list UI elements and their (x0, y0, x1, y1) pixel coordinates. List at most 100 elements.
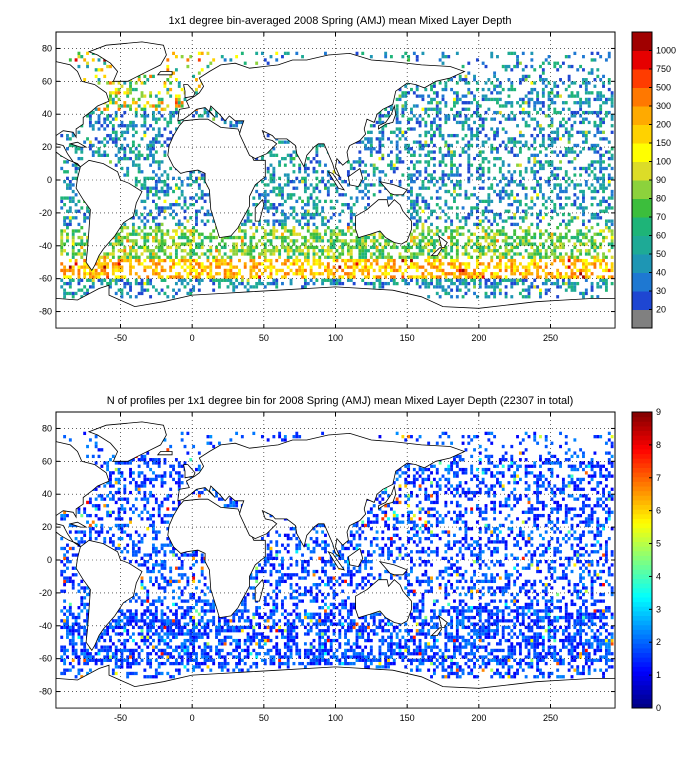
data-cell (249, 272, 253, 276)
data-cell (60, 229, 64, 233)
data-cell (587, 229, 591, 233)
data-cell (504, 255, 508, 259)
data-cell (137, 153, 141, 157)
data-cell (292, 272, 296, 276)
data-cell (527, 288, 531, 292)
data-cell (361, 255, 365, 259)
data-cell (163, 661, 167, 666)
data-cell (604, 262, 608, 266)
data-cell (361, 242, 365, 246)
data-cell (496, 668, 499, 672)
data-cell (109, 160, 112, 164)
data-cell (372, 658, 376, 662)
data-cell (154, 150, 158, 154)
data-cell (533, 107, 537, 111)
data-cell (372, 275, 376, 279)
data-cell (303, 235, 307, 240)
data-cell (77, 55, 81, 59)
data-cell (453, 173, 456, 177)
data-cell (475, 170, 479, 174)
data-cell (74, 229, 78, 233)
data-cell (550, 163, 554, 167)
data-cell (86, 288, 89, 292)
data-cell (74, 258, 78, 263)
data-cell (610, 189, 614, 194)
data-cell (590, 203, 594, 207)
data-cell (120, 258, 124, 263)
data-cell (444, 675, 448, 679)
data-cell (541, 127, 545, 131)
data-cell (593, 212, 597, 217)
data-cell (77, 275, 81, 279)
data-cell (450, 661, 454, 666)
data-cell (533, 117, 537, 121)
data-cell (473, 278, 476, 282)
data-cell (123, 173, 127, 177)
data-cell (152, 239, 155, 243)
data-cell (610, 242, 614, 246)
data-cell (68, 281, 72, 286)
data-cell (461, 120, 465, 125)
data-cell (481, 61, 485, 65)
data-cell (524, 120, 528, 125)
data-cell (163, 127, 167, 131)
data-cell (60, 285, 64, 289)
data-cell (455, 239, 459, 243)
data-cell (576, 249, 580, 253)
data-cell (473, 222, 476, 227)
data-cell (97, 114, 101, 118)
data-cell (252, 249, 256, 253)
data-cell (507, 78, 511, 82)
data-cell (590, 183, 594, 187)
data-cell (346, 245, 350, 250)
data-cell (518, 291, 522, 296)
data-cell (475, 275, 479, 279)
data-cell (510, 150, 514, 154)
data-cell (60, 196, 64, 200)
data-cell (484, 229, 488, 233)
data-cell (418, 239, 422, 243)
data-cell (430, 101, 433, 105)
data-cell (404, 268, 408, 273)
data-cell (160, 242, 164, 246)
data-cell (318, 658, 322, 662)
data-cell (415, 176, 419, 180)
data-cell (427, 163, 431, 167)
data-cell (582, 120, 585, 125)
data-cell (447, 153, 451, 157)
data-cell (521, 235, 525, 240)
data-cell (602, 671, 605, 676)
data-cell (539, 212, 542, 217)
data-cell (303, 275, 307, 279)
data-cell (183, 249, 187, 253)
data-cell (83, 661, 87, 666)
data-cell (77, 288, 81, 292)
data-cell (441, 661, 445, 666)
data-cell (567, 278, 571, 282)
data-cell (561, 219, 565, 223)
data-cell (149, 163, 153, 167)
data-cell (66, 222, 69, 227)
data-cell (318, 265, 322, 269)
data-cell (326, 262, 330, 266)
data-cell (387, 137, 390, 141)
data-cell (154, 262, 158, 266)
data-cell (252, 275, 256, 279)
data-cell (283, 226, 287, 230)
data-cell (209, 658, 213, 662)
data-cell (490, 183, 494, 187)
data-cell (410, 186, 413, 190)
data-cell (306, 281, 310, 286)
data-cell (496, 262, 499, 266)
data-cell (149, 278, 153, 282)
data-cell (301, 206, 304, 210)
data-cell (352, 222, 356, 227)
data-cell (152, 216, 155, 220)
data-cell (493, 272, 497, 276)
data-cell (117, 249, 121, 253)
data-cell (450, 232, 454, 236)
data-cell (114, 658, 118, 662)
data-cell (441, 55, 445, 59)
data-cell (131, 239, 135, 243)
data-cell (140, 285, 144, 289)
